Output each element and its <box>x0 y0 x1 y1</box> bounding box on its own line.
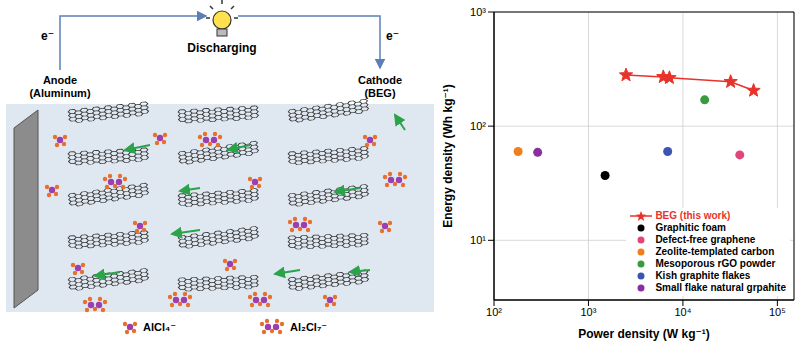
svg-text:10⁴: 10⁴ <box>674 306 691 318</box>
svg-text:(BEG): (BEG) <box>364 87 396 99</box>
html-text:Small flake natural grpahite: Small flake natural grpahite <box>655 282 786 293</box>
svg-text:AlCl₄⁻: AlCl₄⁻ <box>143 321 176 333</box>
svg-text:10³: 10³ <box>470 6 486 18</box>
svg-text:Cathode: Cathode <box>358 74 402 86</box>
svg-text:Al₂Cl₇⁻: Al₂Cl₇⁻ <box>290 321 327 333</box>
html-text:Zeolite-templated carbon: Zeolite-templated carbon <box>655 246 775 257</box>
html-text:Kish graphite flakes: Kish graphite flakes <box>655 270 751 281</box>
svg-text:Discharging: Discharging <box>187 41 256 55</box>
html-text:BEG (this work): BEG (this work) <box>655 210 731 221</box>
svg-text:(Aluminum): (Aluminum) <box>29 87 90 99</box>
html-text:Defect-free graphene: Defect-free graphene <box>655 234 756 245</box>
svg-text:10¹: 10¹ <box>470 234 486 246</box>
svg-text:10³: 10³ <box>581 306 597 318</box>
svg-text:10⁵: 10⁵ <box>769 306 786 318</box>
svg-text:Anode: Anode <box>43 74 77 86</box>
svg-text:10²: 10² <box>486 306 502 318</box>
html-text:Graphitic foam: Graphitic foam <box>655 222 726 233</box>
svg-text:Power density (W kg⁻¹): Power density (W kg⁻¹) <box>578 327 710 341</box>
svg-text:Energy density (Wh kg⁻¹): Energy density (Wh kg⁻¹) <box>441 84 455 228</box>
html-text:Mesoporous rGO powder: Mesoporous rGO powder <box>655 258 776 269</box>
svg-text:e⁻: e⁻ <box>41 29 54 43</box>
svg-text:e⁻: e⁻ <box>386 29 399 43</box>
svg-text:10²: 10² <box>470 120 486 132</box>
